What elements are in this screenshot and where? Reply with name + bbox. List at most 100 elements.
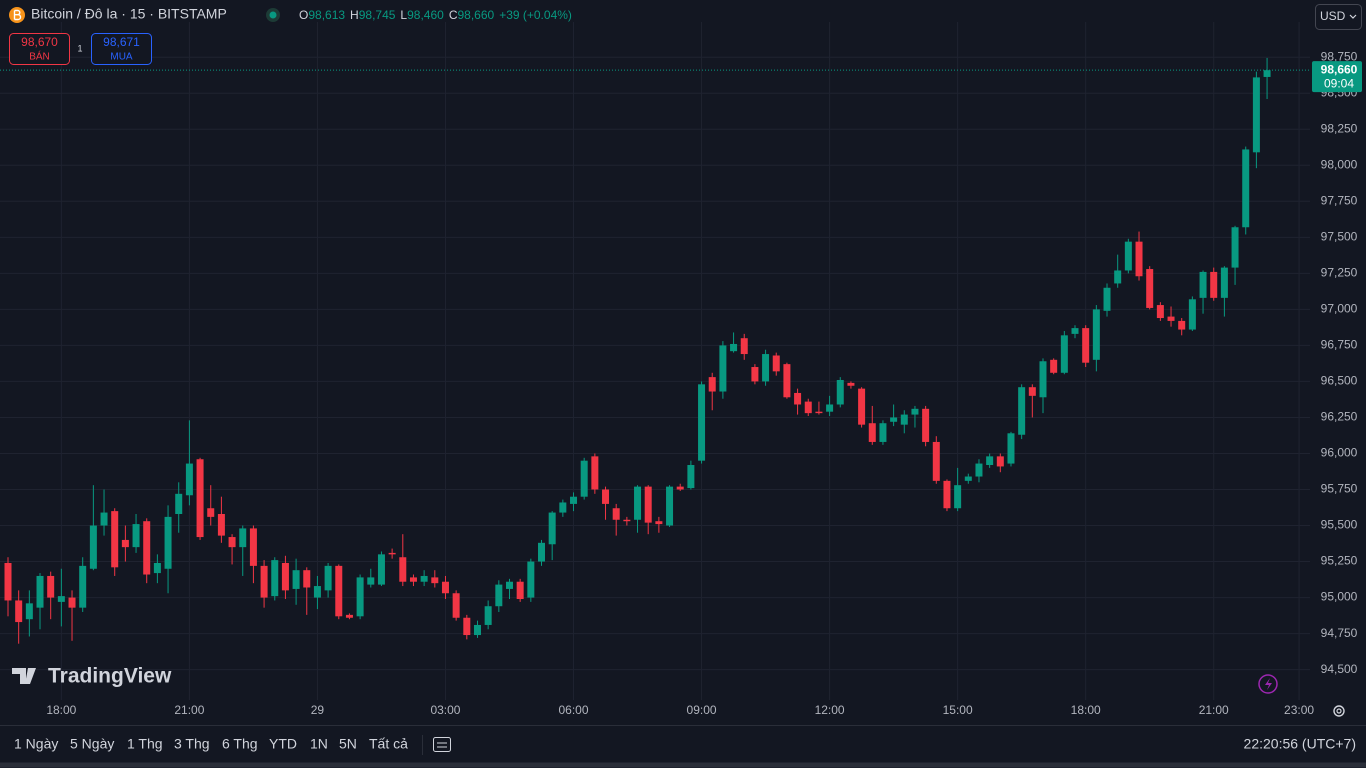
- ohlc-value: 98,660: [457, 8, 494, 22]
- buy-button[interactable]: [91, 33, 152, 65]
- spread: 1: [77, 43, 82, 53]
- range-button[interactable]: 5 Ngày: [70, 736, 114, 752]
- candle-body: [836, 379, 844, 405]
- status-dot: [269, 11, 277, 19]
- candle-body: [698, 384, 706, 461]
- candle-body: [996, 456, 1004, 467]
- y-tick-label: 97,000: [1321, 302, 1358, 316]
- candle-body: [1028, 387, 1036, 396]
- candle-body: [1060, 335, 1068, 373]
- candle-body: [495, 584, 503, 607]
- candle-body: [1263, 70, 1271, 77]
- x-tick-label: 15:00: [943, 703, 973, 717]
- y-tick-label: 97,250: [1321, 266, 1358, 280]
- candle-body: [1178, 320, 1186, 330]
- candle-body: [730, 343, 738, 352]
- candle-body: [954, 485, 962, 509]
- candle-body: [751, 367, 759, 382]
- candle-body: [570, 496, 578, 504]
- sell-button[interactable]: [9, 33, 70, 65]
- candle-body: [538, 542, 546, 562]
- x-tick-label: 23:00: [1284, 703, 1314, 717]
- y-tick-label: 97,750: [1321, 193, 1358, 207]
- ohlc-legend: O98,613 H98,745 L98,460 C98,660 +39 (+0.04%): [299, 8, 572, 22]
- candle-body: [452, 593, 460, 618]
- range-button[interactable]: YTD: [269, 736, 297, 752]
- ohlc-value: 98,613: [308, 8, 345, 22]
- candle-body: [185, 463, 193, 496]
- candle-body: [868, 423, 876, 442]
- candle-body: [431, 577, 439, 584]
- symbol[interactable]: Bitcoin / Đô la · 15 · BITSTAMP: [31, 6, 227, 22]
- x-tick-label: 09:00: [687, 703, 717, 717]
- alert-icon[interactable]: [1258, 674, 1278, 694]
- candle-body: [804, 401, 812, 414]
- candle-body: [676, 486, 684, 490]
- x-tick-label: 21:00: [174, 703, 204, 717]
- date-range-icon[interactable]: [433, 737, 451, 752]
- candle-body: [815, 411, 823, 414]
- y-tick-label: 98,750: [1321, 49, 1358, 63]
- candle-body: [1188, 299, 1196, 330]
- x-tick-label: 12:00: [815, 703, 845, 717]
- range-button[interactable]: 1N: [310, 736, 328, 752]
- range-button[interactable]: 6 Thg: [222, 736, 258, 752]
- coin-glyph: [13, 9, 22, 21]
- ohlc-key: H: [350, 8, 359, 22]
- y-tick-label: 95,750: [1321, 482, 1358, 496]
- buy-price: 98,671: [103, 35, 140, 49]
- y-tick-label: 97,500: [1321, 230, 1358, 244]
- range-button[interactable]: 3 Thg: [174, 736, 210, 752]
- candle-body: [922, 408, 930, 442]
- candle-body: [932, 441, 940, 481]
- currency-button[interactable]: [1315, 4, 1362, 30]
- candle-body: [591, 456, 599, 490]
- candle-body: [79, 565, 87, 608]
- candle-body: [399, 557, 407, 582]
- candle-body: [890, 417, 898, 422]
- candle-body: [164, 516, 172, 569]
- clock: 22:20:56 (UTC+7): [1244, 736, 1356, 752]
- x-tick-label: 03:00: [430, 703, 460, 717]
- candle-body: [911, 408, 919, 415]
- candle-body: [356, 577, 364, 617]
- candle-body: [1252, 77, 1260, 153]
- candle-body: [292, 570, 300, 589]
- candle-body: [25, 603, 33, 620]
- range-button[interactable]: 5N: [339, 736, 357, 752]
- candle-body: [36, 575, 44, 608]
- candle-body: [505, 581, 513, 589]
- settings-icon[interactable]: [1333, 705, 1345, 717]
- candle-body: [132, 524, 140, 548]
- buy-label: MUA: [110, 52, 133, 63]
- candle-body: [1124, 241, 1132, 271]
- candle-body: [1210, 271, 1218, 298]
- candle-body: [1071, 328, 1079, 334]
- x-tick-label: 21:00: [1199, 703, 1229, 717]
- candle-body: [634, 486, 642, 520]
- candle-body: [68, 597, 76, 608]
- range-button[interactable]: 1 Thg: [127, 736, 163, 752]
- y-tick-label: 96,250: [1321, 410, 1358, 424]
- candle-body: [1050, 359, 1058, 373]
- candle-body: [175, 493, 183, 514]
- candle-body: [612, 508, 620, 520]
- candle-body: [15, 600, 23, 623]
- candle-body: [345, 614, 353, 618]
- candle-body: [740, 338, 748, 355]
- candle-body: [1199, 271, 1207, 298]
- candle-body: [377, 554, 385, 585]
- candle-body: [153, 562, 161, 574]
- settings-icon-core: [1336, 708, 1342, 714]
- y-tick-label: 96,000: [1321, 446, 1358, 460]
- candle-body: [975, 463, 983, 477]
- range-button[interactable]: Tất cả: [369, 736, 408, 752]
- candle-body: [708, 377, 716, 392]
- candle-body: [473, 624, 481, 636]
- x-tick-label: 18:00: [1071, 703, 1101, 717]
- candle-body: [4, 562, 12, 601]
- range-button[interactable]: 1 Ngày: [14, 736, 58, 752]
- candle-body: [1039, 361, 1047, 398]
- countdown: 09:04: [1324, 76, 1354, 90]
- candle-body: [484, 606, 492, 625]
